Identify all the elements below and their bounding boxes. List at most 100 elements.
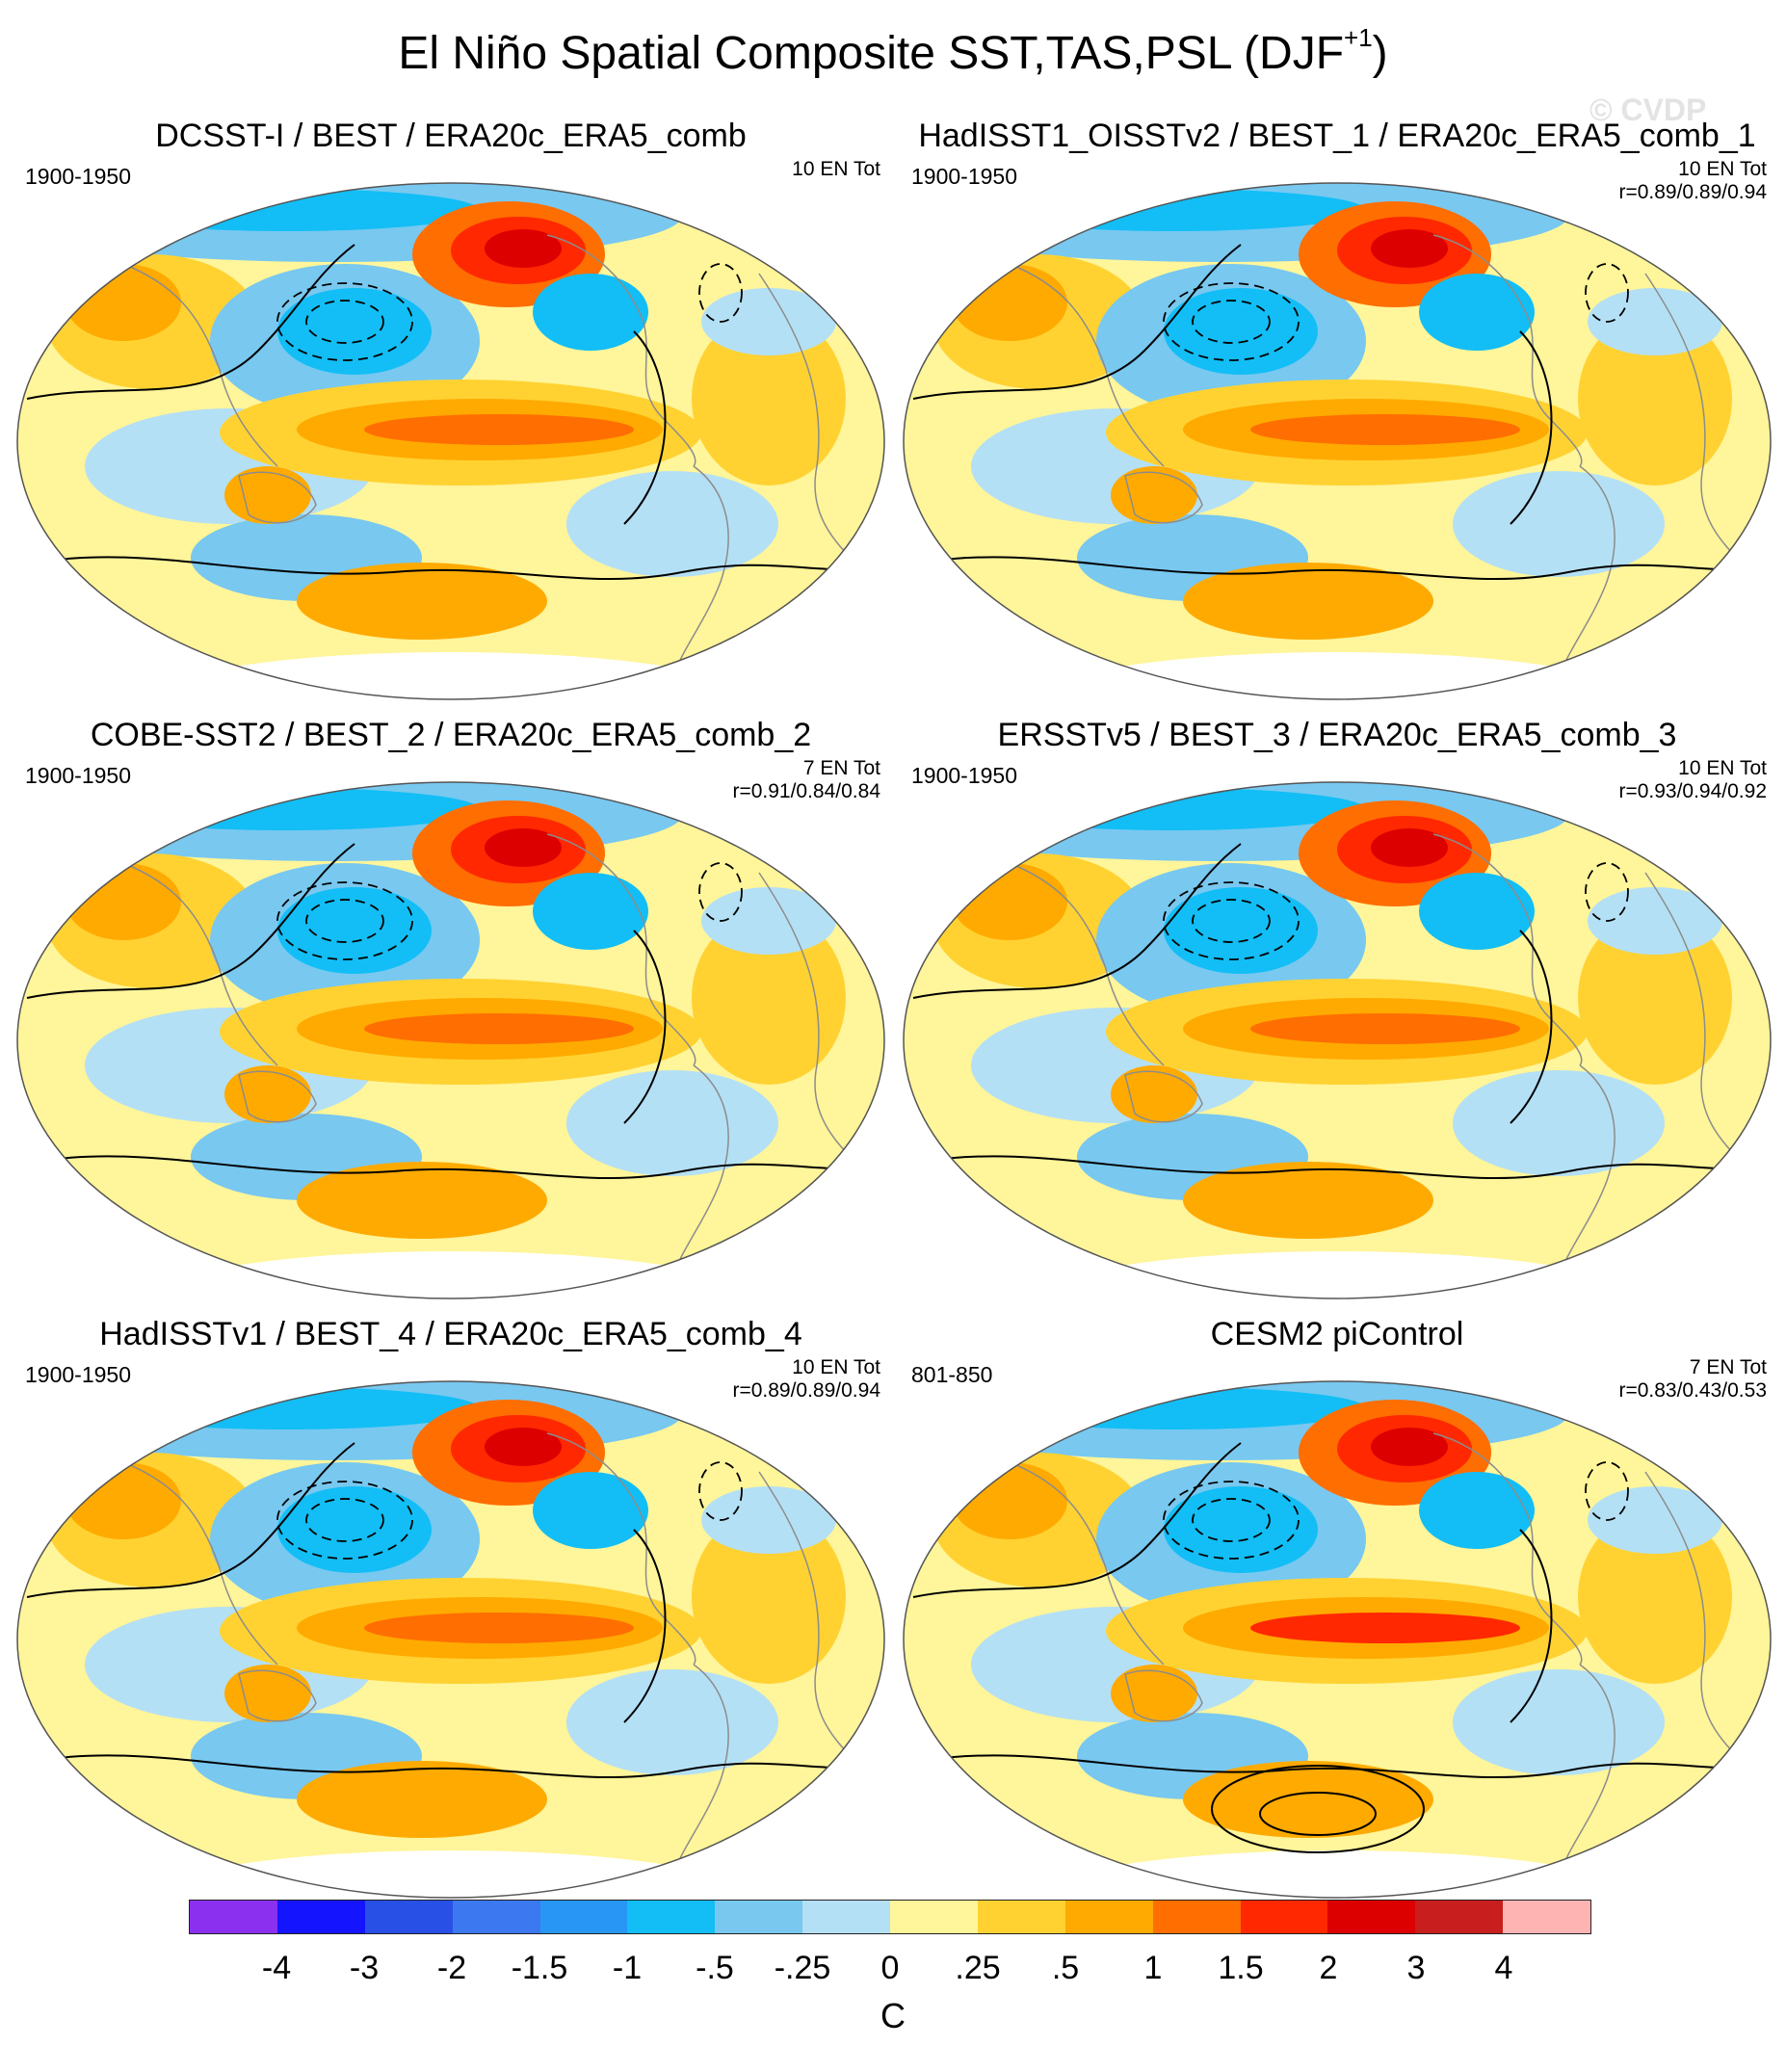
panel-title: ERSSTv5 / BEST_3 / ERA20c_ERA5_comb_3	[997, 717, 1677, 753]
contour-line	[1192, 1498, 1271, 1542]
contour-line	[36, 1754, 884, 1779]
anomaly-blob	[1578, 911, 1732, 1085]
anomaly-blob	[1183, 1761, 1433, 1838]
anomaly-blob	[1371, 229, 1448, 268]
coastline-asia	[122, 862, 278, 1066]
anomaly-blob	[566, 1070, 778, 1176]
panel-hadisst1-oisstv2: HadISST1_OISSTv2 / BEST_1 / ERA20c_ERA5_…	[894, 118, 1780, 705]
coastline-south-america	[671, 1064, 729, 1278]
panel-dcsst: DCSST-I / BEST / ERA20c_ERA5_comb 1900-1…	[8, 118, 894, 705]
contour-line	[276, 1481, 413, 1560]
panel-title: CESM2 piControl	[1210, 1316, 1464, 1352]
coastline-australia	[1124, 471, 1203, 524]
coastline-australia	[1124, 1070, 1203, 1123]
anomaly-blob	[364, 1613, 634, 1643]
contour-line	[1585, 263, 1629, 323]
panel-count: 10 EN Tot r=0.89/0.89/0.94	[1618, 158, 1767, 204]
map-field	[904, 1381, 1771, 1898]
coastline-australia	[238, 1070, 317, 1123]
anomaly-blob	[952, 264, 1067, 341]
panel-cesm2-picontrol: CESM2 piControl 801-850 7 EN Tot r=0.83/0…	[894, 1316, 1780, 1903]
anomaly-blob	[297, 563, 547, 640]
colorbar-labels: -4 -3 -2 -1.5 -1 -.5 -.25 0 .25 .5 1 1.5 2 3 4	[0, 1950, 1786, 1988]
contour-line	[1510, 930, 1553, 1124]
contour-line	[305, 300, 384, 344]
colorbar-swatch	[1503, 1901, 1590, 1933]
panel-period: 1900-1950	[25, 1362, 131, 1387]
coastline-south-america	[1558, 1064, 1615, 1278]
colorbar-tick-label: 1	[1143, 1950, 1163, 1986]
colorbar-tick-label: -2	[436, 1950, 467, 1986]
panel-title: COBE-SST2 / BEST_2 / ERA20c_ERA5_comb_2	[90, 717, 812, 753]
anomaly-blob	[66, 1462, 181, 1539]
anomaly-blob	[1578, 312, 1732, 485]
anomaly-blob	[94, 1387, 480, 1429]
panel-count: 10 EN Tot	[792, 158, 880, 181]
map-hadisstv1	[16, 1380, 885, 1899]
contour-line	[1163, 1481, 1300, 1560]
colorbar-swatch	[715, 1901, 803, 1933]
map-cesm2-picontrol	[903, 1380, 1772, 1899]
colorbar-tick-label: -.5	[696, 1950, 734, 1986]
colorbar	[189, 1900, 1591, 1934]
anomaly-blob	[485, 1428, 562, 1466]
contour-line	[305, 1498, 384, 1542]
contour-line	[1211, 1765, 1425, 1853]
anomaly-blob	[1250, 1013, 1520, 1044]
anomaly-blob	[1453, 1070, 1665, 1176]
contour-line	[912, 843, 1242, 999]
anomaly-blob	[566, 1669, 778, 1775]
contour-line	[1510, 330, 1553, 525]
psl-neg-contours	[276, 862, 743, 960]
colorbar-swatch	[276, 1901, 365, 1933]
map-field	[904, 183, 1771, 699]
psl-neg-contours	[1163, 862, 1629, 960]
anomaly-blob	[981, 189, 1366, 231]
figure-title-text: El Niño Spatial Composite SST,TAS,PSL (D…	[398, 28, 1345, 79]
anomaly-blob	[364, 1013, 634, 1044]
anomaly-blob	[533, 873, 648, 950]
panel-count-text: 10 EN Tot	[1678, 757, 1767, 779]
panel-count-text: 7 EN Tot	[802, 757, 880, 779]
map-outline	[903, 182, 1772, 700]
colorbar-tick-label: 0	[880, 1950, 900, 1986]
contour-line	[1192, 899, 1271, 943]
map-outline	[16, 182, 885, 700]
coastlines	[1009, 1432, 1743, 1877]
contour-line	[922, 1155, 1771, 1180]
contour-line	[698, 1461, 743, 1521]
antarctica	[1048, 652, 1626, 699]
coastline-africa	[758, 1471, 856, 1762]
antarctica	[162, 1850, 740, 1898]
map-outline	[16, 781, 885, 1299]
psl-contours-south	[1211, 1765, 1425, 1853]
anomaly-blob	[952, 1462, 1067, 1539]
colorbar-tick-label: 2	[1319, 1950, 1338, 1986]
anomaly-blob	[1453, 471, 1665, 577]
figure-title-close: )	[1372, 28, 1388, 79]
contour-line	[698, 862, 743, 922]
antarctica	[1048, 1251, 1626, 1298]
coastline-north-america	[546, 234, 696, 467]
contour-line	[623, 330, 667, 525]
coastline-north-america	[546, 1432, 696, 1665]
anomaly-blob	[224, 1065, 311, 1123]
contour-line	[623, 1529, 667, 1723]
colorbar-tick-label: -3	[349, 1950, 380, 1986]
anomaly-blob	[692, 312, 846, 485]
contour-line	[26, 1442, 355, 1598]
panel-count: 7 EN Tot r=0.83/0.43/0.53	[1618, 1356, 1767, 1403]
psl-neg-contours	[276, 1461, 743, 1560]
panel-corr-text: r=0.91/0.84/0.84	[732, 780, 880, 802]
anomaly-blob	[1183, 563, 1433, 640]
anomaly-blob	[1419, 274, 1535, 351]
coastline-north-america	[546, 833, 696, 1066]
contour-line	[276, 282, 413, 361]
colorbar-tick-label: -1	[612, 1950, 643, 1986]
colorbar-swatch	[1064, 1901, 1153, 1933]
anomaly-blob	[66, 863, 181, 940]
coastline-africa	[758, 872, 856, 1163]
psl-neg-contours	[1163, 1461, 1629, 1560]
colorbar-tick-label: -1.5	[511, 1950, 568, 1986]
colorbar-swatch	[627, 1901, 716, 1933]
